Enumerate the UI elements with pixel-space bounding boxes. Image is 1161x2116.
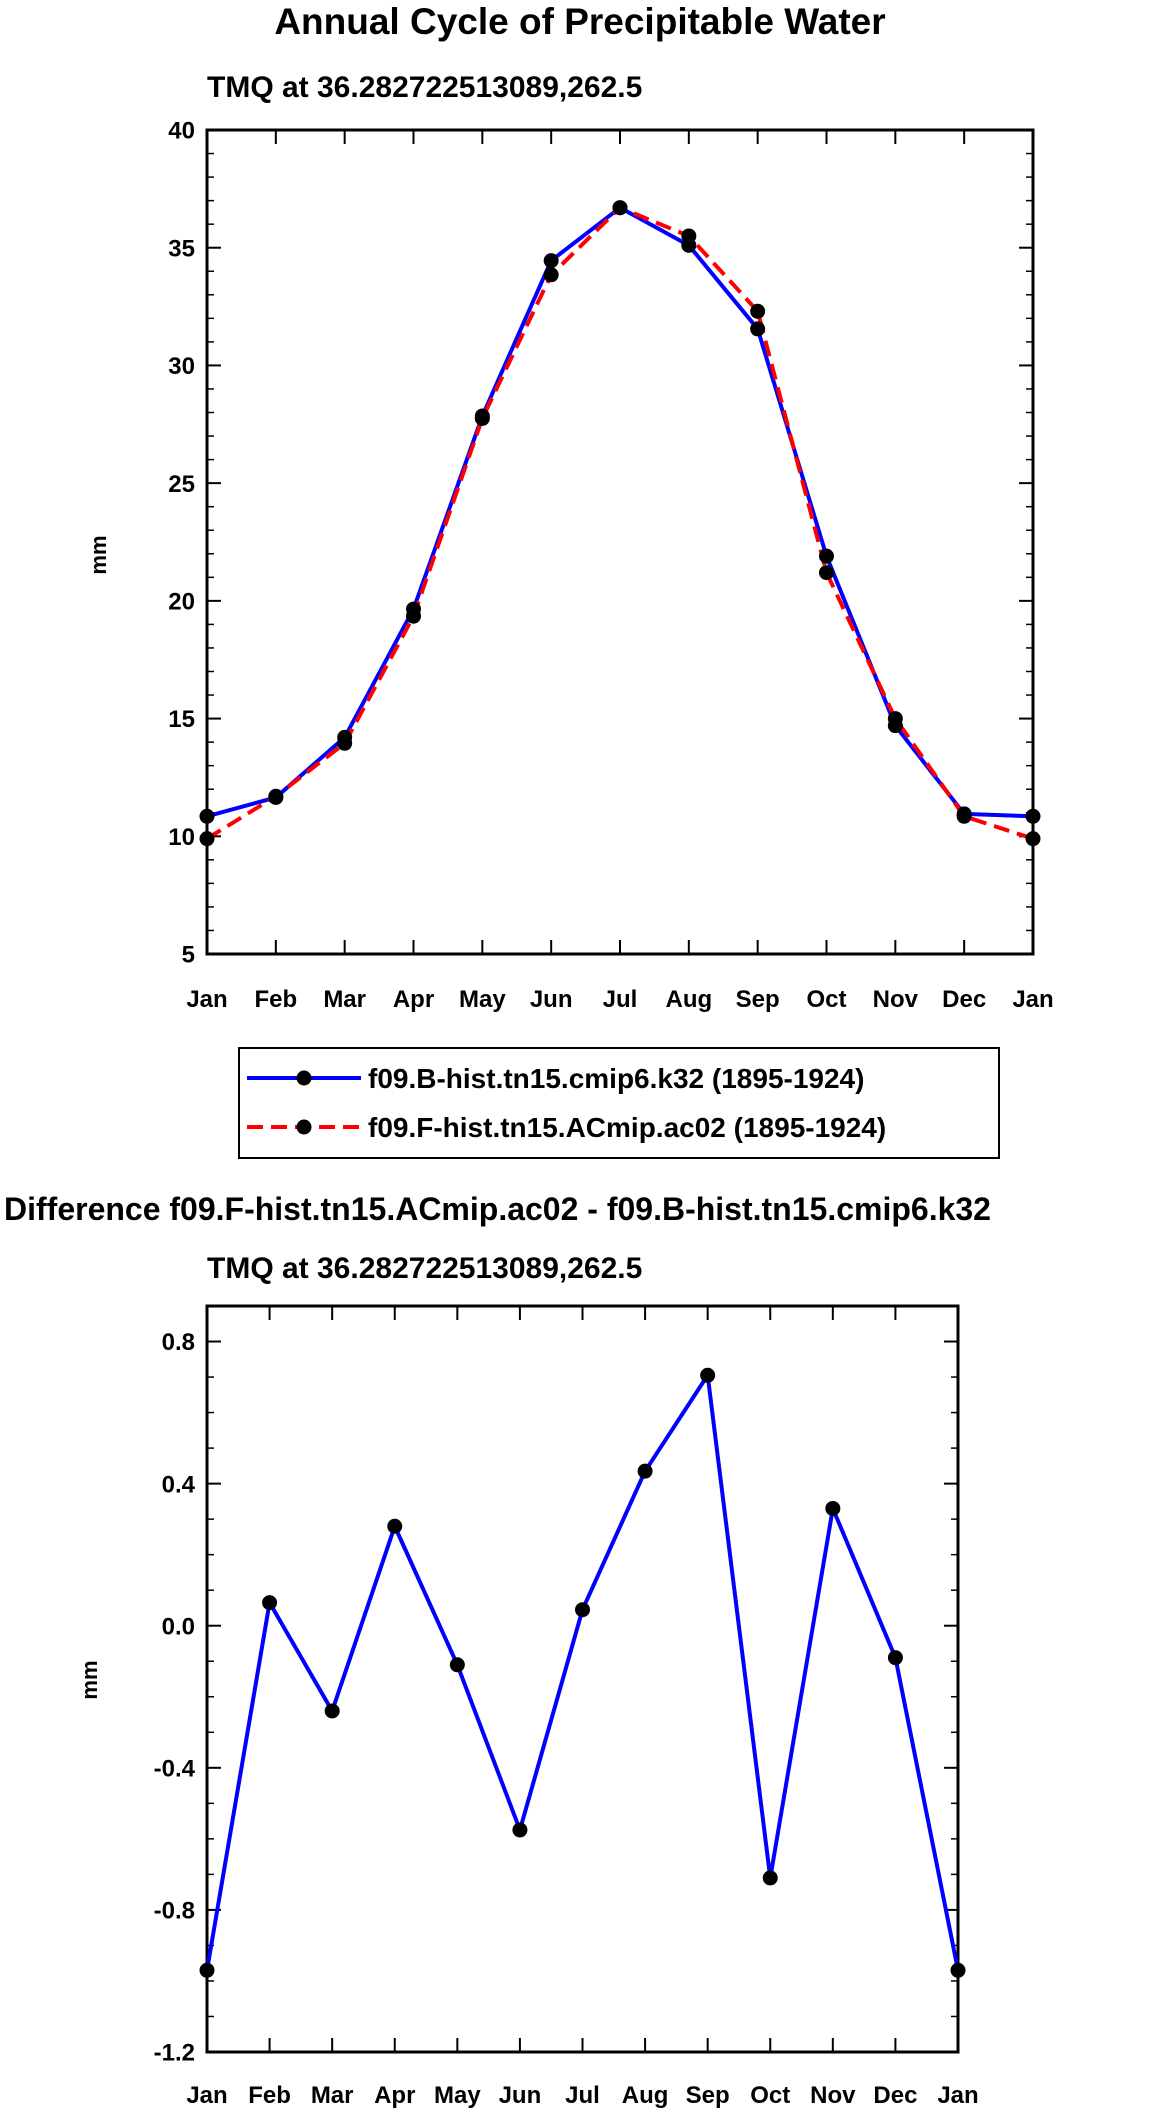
data-point-series-1 <box>887 1650 903 1666</box>
x-tick-label: Feb <box>254 986 297 1013</box>
data-point-series-1 <box>512 1822 528 1838</box>
difference-chart: Difference f09.F-hist.tn15.ACmip.ac02 - … <box>4 1191 991 2109</box>
x-tick-label: Mar <box>323 986 366 1013</box>
data-point-series-2 <box>612 200 628 216</box>
data-point-series-1 <box>762 1870 778 1886</box>
x-tick-label: Sep <box>736 986 780 1013</box>
y-tick-label: 40 <box>168 118 195 145</box>
y-tick-label: 15 <box>168 706 195 733</box>
x-tick-label: Jul <box>603 986 638 1013</box>
chart-1-title: Annual Cycle of Precipitable Water <box>274 1 885 42</box>
data-point-series-2 <box>819 565 834 581</box>
data-point-series-1 <box>1025 808 1041 824</box>
x-tick-label: Oct <box>750 2082 790 2109</box>
y-tick-label: 30 <box>168 353 195 380</box>
data-point-series-1 <box>819 548 834 564</box>
x-tick-label: Feb <box>248 2082 291 2109</box>
data-point-series-1 <box>324 1703 340 1719</box>
data-point-series-2 <box>337 735 353 751</box>
x-tick-label: Aug <box>622 2082 669 2109</box>
data-point-series-2 <box>268 788 284 804</box>
y-tick-label: 20 <box>168 588 195 615</box>
chart-1-subtitle: TMQ at 36.282722513089,262.5 <box>207 71 642 104</box>
x-tick-label: Jul <box>565 2082 600 2109</box>
x-tick-label: Jan <box>186 2082 227 2109</box>
y-tick-label: 25 <box>168 471 195 498</box>
y-tick-label: -1.2 <box>154 2040 195 2067</box>
data-point-series-2 <box>474 410 490 426</box>
chart-2-ylabel: mm <box>77 1660 102 1699</box>
x-tick-label: Dec <box>942 986 986 1013</box>
series-line-1 <box>205 1373 960 1971</box>
data-point-series-1 <box>387 1518 403 1534</box>
data-point-series-1 <box>750 321 766 337</box>
chart-1-legend: f09.B-hist.tn15.cmip6.k32 (1895-1924) f0… <box>238 1047 1000 1159</box>
data-point-series-1 <box>199 1962 215 1978</box>
data-point-series-1 <box>543 253 559 269</box>
legend-marker-series-2 <box>296 1119 312 1135</box>
data-point-series-2 <box>887 711 903 727</box>
data-point-series-1 <box>449 1657 465 1673</box>
data-point-series-2 <box>750 303 766 319</box>
chart-2-plot-frame <box>205 1304 960 2054</box>
data-point-series-2 <box>681 228 697 244</box>
x-tick-label: Nov <box>873 986 919 1013</box>
annual-cycle-chart: Annual Cycle of Precipitable Water TMQ a… <box>86 1 1054 1159</box>
x-tick-label: Oct <box>806 986 846 1013</box>
x-tick-label: May <box>459 986 506 1013</box>
data-point-series-1 <box>575 1602 590 1618</box>
series-line-1 <box>206 205 1034 819</box>
chart-1-ylabel: mm <box>86 535 111 574</box>
legend-label-series-2: f09.F-hist.tn15.ACmip.ac02 (1895-1924) <box>368 1112 886 1143</box>
data-point-series-1 <box>950 1962 966 1978</box>
x-tick-label: Jun <box>499 2082 542 2109</box>
data-point-series-1 <box>637 1463 653 1479</box>
x-tick-label: Aug <box>666 986 713 1013</box>
x-tick-label: May <box>434 2082 481 2109</box>
legend-marker-series-1 <box>296 1070 312 1086</box>
y-tick-label: 5 <box>182 942 195 969</box>
data-point-series-1 <box>199 808 215 824</box>
x-tick-label: Jun <box>530 986 573 1013</box>
x-tick-label: Jan <box>1012 986 1053 1013</box>
y-tick-label: 0.4 <box>162 1471 196 1498</box>
y-tick-label: 35 <box>168 235 195 262</box>
x-tick-label: Jan <box>937 2082 978 2109</box>
x-tick-label: Sep <box>686 2082 730 2109</box>
data-point-series-1 <box>700 1367 716 1383</box>
y-tick-label: -0.4 <box>154 1755 196 1782</box>
x-tick-label: Jan <box>186 986 227 1013</box>
x-tick-label: Apr <box>393 986 434 1013</box>
chart-2-subtitle: TMQ at 36.282722513089,262.5 <box>207 1252 642 1285</box>
data-point-series-1 <box>825 1500 841 1516</box>
data-point-series-2 <box>543 267 559 283</box>
legend-frame <box>238 1047 1000 1159</box>
x-tick-label: Nov <box>810 2082 856 2109</box>
y-tick-label: 10 <box>168 824 195 851</box>
data-point-series-1 <box>262 1595 278 1611</box>
y-tick-label: 0.0 <box>162 1613 195 1640</box>
data-point-series-2 <box>406 608 421 624</box>
legend-label-series-1: f09.B-hist.tn15.cmip6.k32 (1895-1924) <box>368 1063 864 1094</box>
y-tick-label: -0.8 <box>154 1898 195 1925</box>
x-tick-label: Mar <box>311 2082 354 2109</box>
data-point-series-2 <box>956 808 972 824</box>
data-point-series-2 <box>199 831 215 847</box>
chart-2-title: Difference f09.F-hist.tn15.ACmip.ac02 - … <box>4 1191 991 1227</box>
x-tick-label: Apr <box>374 2082 415 2109</box>
y-tick-label: 0.8 <box>162 1329 195 1356</box>
data-point-series-2 <box>1025 831 1041 847</box>
chart-1-plot-frame <box>205 128 1035 956</box>
x-tick-label: Dec <box>873 2082 917 2109</box>
